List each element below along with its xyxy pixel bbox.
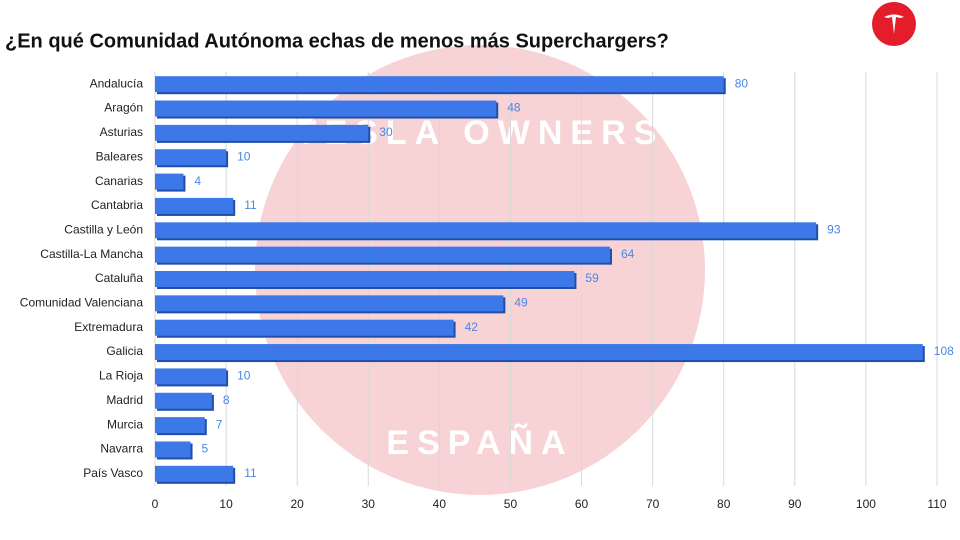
bar	[155, 100, 497, 117]
y-tick-label: Asturias	[100, 125, 143, 139]
y-tick-label: Cataluña	[95, 271, 143, 285]
x-tick-label: 50	[504, 497, 518, 511]
y-tick-label: La Rioja	[99, 369, 143, 383]
y-tick-label: Castilla-La Mancha	[40, 247, 143, 261]
bar	[155, 344, 923, 361]
y-tick-label: Madrid	[106, 393, 143, 407]
value-label: 8	[223, 393, 230, 407]
y-tick-label: Baleares	[96, 149, 143, 163]
y-tick-label: Galicia	[106, 344, 143, 358]
bar	[155, 173, 184, 190]
value-label: 10	[237, 149, 251, 163]
bar	[155, 441, 191, 458]
bar	[155, 465, 234, 482]
bar	[155, 417, 205, 434]
x-tick-label: 20	[291, 497, 305, 511]
logo	[872, 2, 916, 46]
bar	[155, 271, 575, 287]
bar	[155, 222, 817, 239]
x-tick-label: 60	[575, 497, 589, 511]
x-tick-label: 30	[362, 497, 376, 511]
bar	[155, 392, 212, 409]
bar	[155, 197, 234, 214]
chart-title: ¿En qué Comunidad Autónoma echas de meno…	[5, 30, 669, 52]
value-label: 42	[465, 320, 479, 334]
value-label: 108	[934, 344, 954, 358]
watermark-circle	[255, 45, 705, 495]
y-tick-label: Extremadura	[74, 320, 143, 334]
value-label: 93	[827, 222, 841, 236]
y-tick-label: Aragón	[104, 101, 143, 115]
x-tick-label: 10	[219, 497, 233, 511]
bar	[155, 149, 227, 166]
value-label: 64	[621, 247, 635, 261]
x-tick-label: 100	[856, 497, 876, 511]
y-tick-label: Murcia	[107, 417, 143, 431]
value-label: 80	[735, 76, 749, 90]
watermark-text: ESPAÑA	[386, 424, 573, 462]
y-tick-label: Andalucía	[90, 76, 144, 90]
value-label: 7	[216, 417, 223, 431]
bar	[155, 295, 504, 312]
y-tick-label: Comunidad Valenciana	[20, 296, 144, 310]
x-tick-label: 80	[717, 497, 731, 511]
y-tick-label: Canarias	[95, 174, 143, 188]
bar	[155, 124, 369, 141]
value-label: 48	[507, 101, 521, 115]
bar	[155, 319, 454, 336]
value-label: 11	[244, 466, 257, 480]
x-tick-label: 110	[927, 497, 946, 511]
value-label: 59	[585, 271, 599, 285]
bar	[155, 368, 227, 385]
x-tick-label: 40	[433, 497, 447, 511]
y-tick-label: Navarra	[100, 442, 143, 456]
value-label: 5	[202, 442, 209, 456]
x-tick-label: 70	[646, 497, 660, 511]
logo-mark	[884, 14, 904, 34]
value-label: 4	[194, 174, 201, 188]
bar	[155, 246, 610, 263]
value-label: 11	[244, 198, 257, 212]
y-tick-label: País Vasco	[83, 466, 143, 480]
y-tick-label: Cantabria	[91, 198, 143, 212]
value-label: 30	[379, 125, 393, 139]
y-tick-label: Castilla y León	[64, 222, 143, 236]
x-tick-label: 90	[788, 497, 802, 511]
x-tick-label: 0	[152, 497, 159, 511]
value-label: 10	[237, 369, 251, 383]
bar	[155, 76, 724, 93]
value-label: 49	[514, 296, 528, 310]
